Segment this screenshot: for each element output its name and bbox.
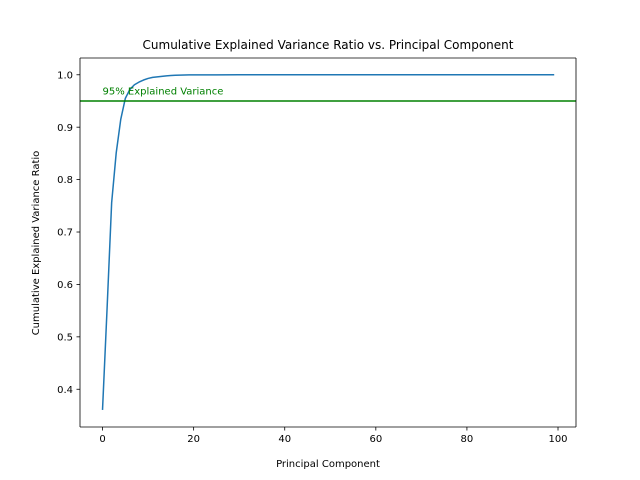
y-tick-label: 0.6 — [57, 280, 73, 291]
plot-area: 95% Explained Variance — [79, 57, 577, 428]
x-axis-ticks: 0 20 40 60 80 100 — [99, 427, 568, 445]
y-axis-ticks: 0.4 0.5 0.6 0.7 0.8 0.9 1.0 — [57, 70, 80, 396]
y-tick-label: 1.0 — [57, 70, 73, 81]
threshold-label: 95% Explained Variance — [103, 86, 224, 97]
y-tick-label: 0.9 — [57, 123, 73, 134]
y-tick-label: 0.5 — [57, 332, 73, 343]
y-tick-label: 0.7 — [57, 228, 73, 239]
y-tick-label: 0.4 — [57, 385, 73, 396]
chart-title: Cumulative Explained Variance Ratio vs. … — [143, 38, 514, 52]
series-line-0 — [101, 74, 555, 410]
y-axis-label: Cumulative Explained Variance Ratio — [31, 151, 42, 336]
x-tick-label: 60 — [369, 434, 382, 445]
x-tick-label: 80 — [461, 434, 474, 445]
y-tick-label: 0.8 — [57, 175, 73, 186]
x-tick-label: 40 — [278, 434, 291, 445]
x-tick-label: 0 — [99, 434, 105, 445]
x-tick-label: 20 — [187, 434, 200, 445]
x-axis-label: Principal Component — [276, 459, 380, 470]
x-tick-label: 100 — [548, 434, 567, 445]
